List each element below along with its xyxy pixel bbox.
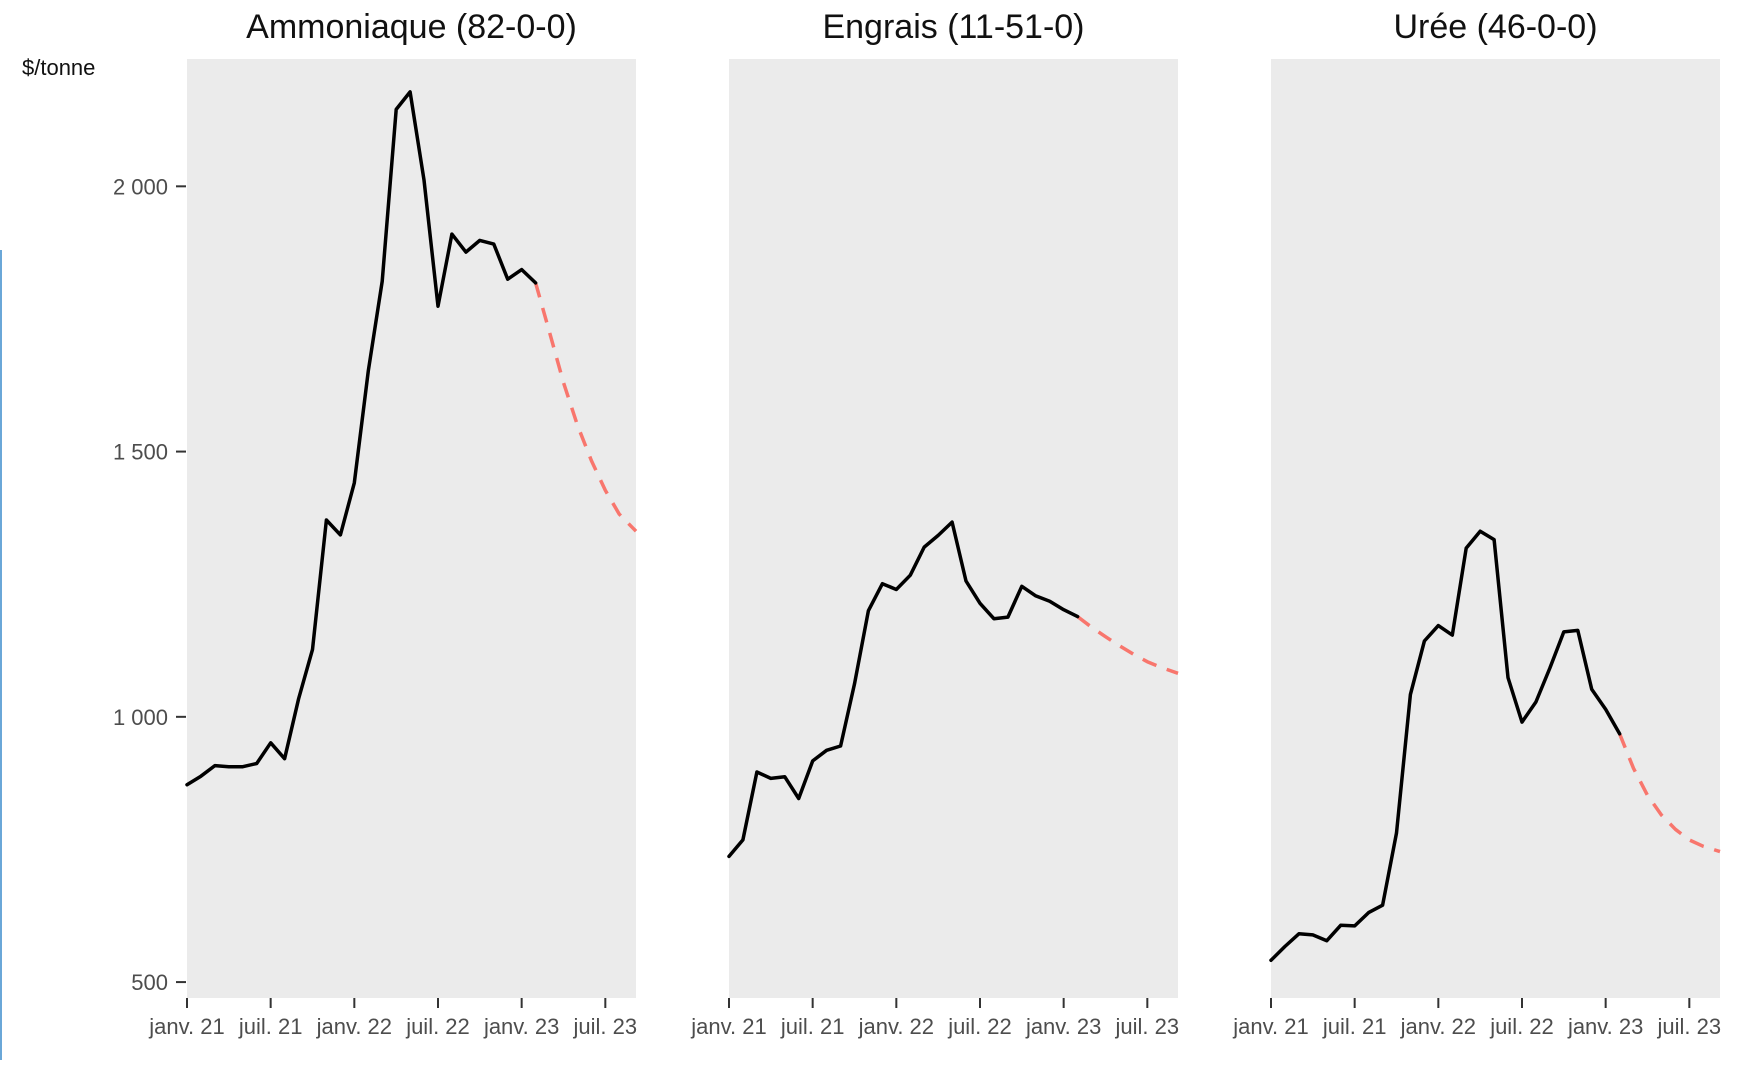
x-tick-label: janv. 23 [1567,1014,1643,1039]
x-tick-label: janv. 22 [316,1014,392,1039]
x-tick-label: juil. 21 [780,1014,845,1039]
forecast-line [1617,733,1721,854]
history-line [1269,529,1622,963]
x-tick-label: juil. 22 [1489,1014,1554,1039]
y-axis: 500 1 000 1 500 2 000 [113,174,186,995]
panel-title: Urée (46-0-0) [1393,8,1597,46]
panel-1: Ammoniaque (82-0-0) janv. 21 juil. 21 janv.… [148,8,638,1039]
forecast-line [533,282,638,533]
x-tick-label: juil. 23 [573,1014,638,1039]
x-tick-label: juil. 21 [238,1014,303,1039]
panel-2: Engrais (11-51-0) janv. 21 juil. 21 janv. 2… [690,8,1179,1039]
panel-3: Urée (46-0-0) janv. 21 juil. 21 janv. 22 jui… [1232,8,1721,1039]
window-edge [0,250,2,1060]
x-tick-label: janv. 21 [1232,1014,1308,1039]
x-tick-label: janv. 21 [148,1014,224,1039]
history-line [727,520,1080,859]
y-unit-label: $/tonne [22,55,95,80]
panel-background [1271,59,1720,998]
x-tick-label: janv. 22 [858,1014,934,1039]
x-tick-label: juil. 22 [947,1014,1012,1039]
y-tick-label: 1 000 [113,705,168,730]
x-tick-label: janv. 23 [483,1014,559,1039]
y-tick-label: 500 [131,970,168,995]
x-tick-label: janv. 23 [1025,1014,1101,1039]
history-line [185,90,538,787]
x-tick-label: janv. 22 [1400,1014,1476,1039]
x-tick-label: juil. 23 [1657,1014,1722,1039]
panel-title: Engrais (11-51-0) [822,8,1084,46]
y-tick-label: 1 500 [113,440,168,465]
panel-title: Ammoniaque (82-0-0) [246,8,577,46]
y-tick-label: 2 000 [113,174,168,199]
forecast-line [1076,615,1179,675]
panel-background [187,59,636,998]
chart-panels: Ammoniaque (82-0-0) janv. 21 juil. 21 janv.… [148,8,1721,1039]
x-tick-label: janv. 21 [690,1014,766,1039]
x-tick-label: juil. 21 [1322,1014,1387,1039]
x-tick-label: juil. 22 [405,1014,470,1039]
x-tick-label: juil. 23 [1115,1014,1180,1039]
